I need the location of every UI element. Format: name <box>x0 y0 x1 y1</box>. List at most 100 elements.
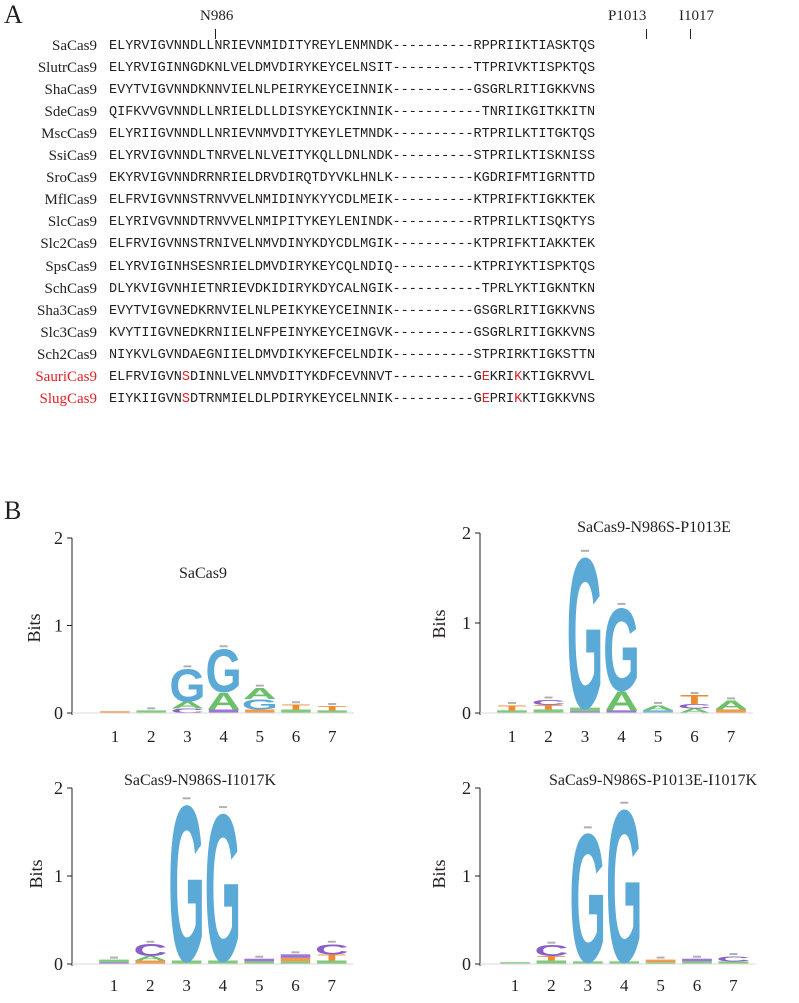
y-tick-label: 2 <box>462 778 471 798</box>
sequence-row: ELFRVIGVNNSTRNIVELNMVDINYKDYCDLMGIK-----… <box>109 237 799 252</box>
y-tick-label: 0 <box>54 703 63 723</box>
svg-text:C: C <box>535 942 569 960</box>
svg-text:T: T <box>680 693 709 707</box>
svg-text:G: G <box>169 660 205 712</box>
svg-text:A: A <box>714 698 748 712</box>
logo-letter-a: A <box>171 700 205 711</box>
svg-text:G: G <box>603 584 639 715</box>
logo-letter-a <box>682 961 712 964</box>
logo-letter-c: C <box>315 942 349 958</box>
sequence-segment: NIYKVLGVNDAEGNIIELDMVDIKYKEFCELNDIK-----… <box>109 347 596 363</box>
species-name: MscCas9 <box>41 126 97 143</box>
svg-text:T: T <box>318 705 346 712</box>
x-tick-label: 7 <box>328 976 337 995</box>
svg-text:C: C <box>315 942 349 958</box>
logo-letter-a: A <box>207 687 241 715</box>
svg-text:A: A <box>605 686 639 717</box>
logo-letter-g: G <box>169 660 205 712</box>
sequence-segment: EIYKIIGVN <box>109 391 182 407</box>
sequence-segment: ELYRVIGINNGDKNLVELDMVDIRYKEYCELNSIT-----… <box>109 61 596 77</box>
sequence-logo: 0 1 2 Bits 1 2 3 4 5 6 7 SaCas9 C A G A G G A T T <box>0 515 390 755</box>
sequence-row: EVYTVIGVNEDKRNVIELNLPEIKYKEYCEINNIK-----… <box>109 304 799 319</box>
logo-letter-t <box>100 711 130 713</box>
sequence-segment: KVYTIIGVNEDKRNIIELNFPEINYKEYCEINGVK-----… <box>109 325 596 341</box>
species-name: SchCas9 <box>44 280 98 297</box>
x-tick-label: 5 <box>255 976 264 995</box>
sequence-row: DLYKVIGVNHIETNRIEVDKIDIRYKDYCALNGIK-----… <box>109 282 799 297</box>
sequence-row: ELFRVIGVNSDINNLVELNMVDITYKDFCEVNNVT-----… <box>109 370 799 385</box>
sequence-segment: EKYRVIGVNNDRRNRIELDRVDIRQTDYVKLHNLK-----… <box>109 171 596 187</box>
sequence-segment: EVYTVIGVNEDKRNVIELNLPEIKYKEYCEINNIK-----… <box>109 303 596 319</box>
svg-text:A: A <box>641 704 675 712</box>
svg-text:G: G <box>567 513 603 753</box>
y-tick-label: 1 <box>54 616 63 636</box>
x-tick-label: 7 <box>328 727 337 746</box>
logo-letter-c <box>208 709 239 713</box>
y-tick-label: 0 <box>462 703 471 723</box>
x-tick-label: 1 <box>110 976 119 995</box>
x-tick-label: 3 <box>182 976 191 995</box>
y-axis-label: Bits <box>429 859 449 888</box>
svg-text:G: G <box>242 697 278 713</box>
species-name: SsiCas9 <box>48 148 97 165</box>
x-tick-label: 6 <box>291 976 300 995</box>
y-tick-label: 0 <box>462 954 471 974</box>
svg-text:T: T <box>498 704 527 712</box>
logo-letter-c: C <box>133 941 167 960</box>
marker-p1013: P1013 <box>608 8 647 24</box>
logo-letter-a <box>536 960 567 964</box>
logo-letter-c: C <box>171 708 205 715</box>
mutated-residue: E <box>481 391 490 407</box>
logo-letter-a: A <box>641 704 675 712</box>
logo-letter-a <box>497 710 527 713</box>
logo-letter-a: A <box>714 698 748 712</box>
y-tick-label: 2 <box>54 778 63 798</box>
logo-letter-a <box>609 961 640 964</box>
svg-text:A: A <box>207 687 241 715</box>
mutated-residue: K <box>514 391 523 407</box>
sequence-logo: 0 1 2 Bits 1 2 3 4 5 6 7 SaCas9-N986S-P1013E T T C G A G A… <box>405 505 799 755</box>
svg-text:A: A <box>678 708 712 715</box>
x-tick-label: 2 <box>147 727 156 746</box>
logo-title: SaCas9-N986S-P1013E <box>577 519 731 536</box>
logo-letter-a <box>572 961 603 964</box>
logo-letter-t: T <box>318 705 346 712</box>
species-name: SpsCas9 <box>45 258 97 275</box>
logo-letter-g: G <box>242 697 278 713</box>
svg-text:G: G <box>206 638 242 705</box>
x-tick-label: 2 <box>547 976 556 995</box>
alignment-panel: A N986 P1013 I1017 SaCas9 ELYRVIGVNNDLLNR… <box>0 0 799 490</box>
sequence-row: ELYRVIGVNNDLTNRVELNLVEITYKQLLDNLNDK-----… <box>109 149 799 164</box>
species-name: SdeCas9 <box>44 104 98 121</box>
svg-text:C: C <box>133 941 167 960</box>
logo-letter-a <box>645 962 676 964</box>
mutated-residue: S <box>181 369 191 385</box>
svg-text:T: T <box>534 704 563 711</box>
y-axis-label: Bits <box>429 609 449 638</box>
marker-i1017: I1017 <box>679 8 714 24</box>
logo-letter-a <box>317 710 347 713</box>
marker-p1013-tick <box>646 29 647 39</box>
species-name: SlcCas9 <box>47 214 97 231</box>
species-name: Slc3Cas9 <box>40 324 97 341</box>
svg-text:C: C <box>532 698 566 706</box>
logo-letter-a <box>317 960 347 964</box>
logo-letter-a: A <box>678 708 712 715</box>
sequence-segment: ELYRIIGVNNDLLNRIEVNMVDITYKEYLETMNDK-----… <box>109 127 596 143</box>
marker-n986: N986 <box>200 8 234 24</box>
sequence-row: ELYRVIGINHSESNRIELDMVDIRYKEYCQLNDIQ-----… <box>109 260 799 275</box>
sequence-logo: 0 1 2 Bits 1 2 3 4 5 6 7 SaCas9-N986S-P1013E-I1017K… <box>405 760 799 1003</box>
sequence-segment: ELYRVIGINHSESNRIELDMVDIRYKEYCQLNDIQ-----… <box>109 259 596 275</box>
x-tick-label: 6 <box>292 727 301 746</box>
logo-letter-a <box>244 961 274 964</box>
logo-letter-a <box>136 710 166 713</box>
logo-letter-a <box>171 960 202 964</box>
species-name: Sch2Cas9 <box>37 346 97 363</box>
panel-b-letter: B <box>4 496 22 525</box>
x-tick-label: 5 <box>656 976 665 995</box>
marker-n986-tick <box>215 29 216 39</box>
svg-text:A: A <box>243 685 277 702</box>
sequence-row: QIFKVVGVNNDLLNRIELDLLDISYKEYCKINNIK-----… <box>109 105 799 120</box>
logo-letter-g: G <box>567 513 603 753</box>
